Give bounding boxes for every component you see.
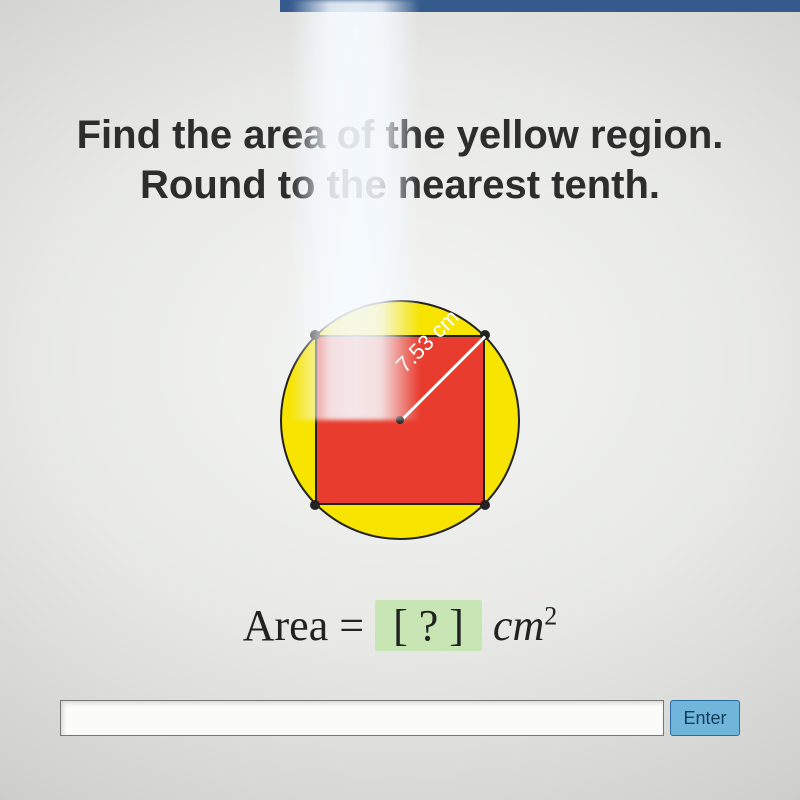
formula-lhs: Area (243, 601, 329, 650)
question-line-1: Find the area of the yellow region. (0, 110, 800, 160)
area-formula: Area = [ ? ] cm2 (243, 600, 557, 651)
center-dot (396, 416, 404, 424)
enter-button[interactable]: Enter (670, 700, 740, 736)
vertex-dot (310, 500, 320, 510)
vertex-dot (480, 500, 490, 510)
unit-exponent: 2 (544, 601, 557, 630)
question-text: Find the area of the yellow region. Roun… (0, 110, 800, 210)
answer-input[interactable] (60, 700, 664, 736)
vertex-dot (310, 330, 320, 340)
answer-blank[interactable]: [ ? ] (375, 600, 482, 651)
answer-formula-row: Area = [ ? ] cm2 (0, 600, 800, 651)
formula-equals: = (339, 601, 364, 650)
unit-cm: cm (493, 601, 544, 650)
question-line-2: Round to the nearest tenth. (0, 160, 800, 210)
window-titlebar-fragment (280, 0, 800, 12)
geometry-diagram: 7.53 cm (280, 300, 520, 540)
answer-input-row: Enter (60, 700, 740, 736)
